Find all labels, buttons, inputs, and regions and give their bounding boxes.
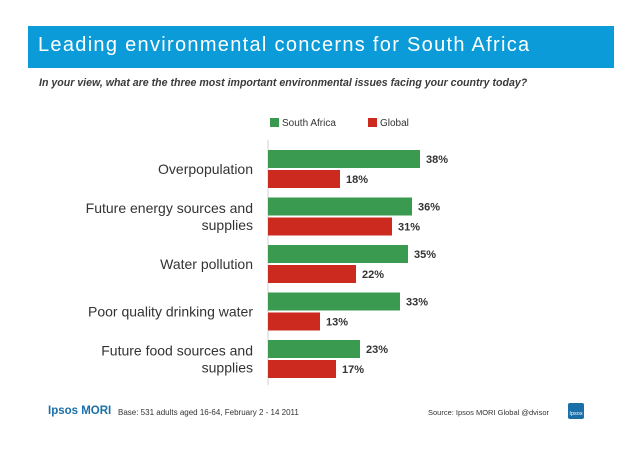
category-label: supplies (202, 217, 253, 233)
legend-label-south-africa: South Africa (282, 118, 336, 129)
data-label-south-africa: 35% (414, 249, 436, 261)
category-label: Overpopulation (158, 161, 253, 177)
bar-global (268, 360, 336, 378)
ipsos-logo-glyph: Ipsos (569, 411, 582, 417)
legend-swatch-south-africa (270, 118, 279, 127)
category-label: supplies (202, 360, 253, 376)
data-label-south-africa: 38% (426, 154, 448, 166)
category-label: Future food sources and (101, 343, 253, 359)
bar-global (268, 265, 356, 283)
bar-global (268, 312, 320, 331)
ipsos-mori-logo: Ipsos MORI (48, 405, 112, 417)
bar-global (268, 217, 392, 236)
bar-south-africa (268, 292, 400, 311)
survey-question: In your view, what are the three most im… (39, 77, 528, 89)
page-title: Leading environmental concerns for South… (38, 34, 531, 56)
legend-swatch-global (368, 118, 377, 127)
data-label-global: 18% (346, 174, 368, 186)
data-label-global: 13% (326, 317, 348, 329)
base-note: Base: 531 adults aged 16-64, February 2 … (118, 408, 299, 417)
data-label-global: 31% (398, 222, 420, 234)
bar-global (268, 170, 340, 188)
bar-south-africa (268, 245, 408, 263)
bar-chart: South Africa Global Overpopulation 38% 18% Fu… (86, 118, 448, 385)
svg-text:Ipsos: Ipsos (569, 411, 582, 417)
ipsos-logo-icon: Ipsos (568, 403, 584, 419)
data-label-south-africa: 33% (406, 297, 428, 309)
data-label-global: 17% (342, 364, 364, 376)
data-label-global: 22% (362, 269, 384, 281)
category-label: Future energy sources and (86, 200, 253, 216)
title-bar: Leading environmental concerns for South… (28, 26, 614, 68)
bar-south-africa (268, 150, 420, 168)
source-note: Source: Ipsos MORI Global @dvisor (428, 408, 549, 417)
data-label-south-africa: 23% (366, 344, 388, 356)
legend-label-global: Global (380, 118, 409, 129)
category-label: Poor quality drinking water (88, 304, 253, 320)
data-label-south-africa: 36% (418, 202, 440, 214)
bar-south-africa (268, 197, 412, 216)
bar-south-africa (268, 340, 360, 358)
category-label: Water pollution (160, 256, 253, 272)
